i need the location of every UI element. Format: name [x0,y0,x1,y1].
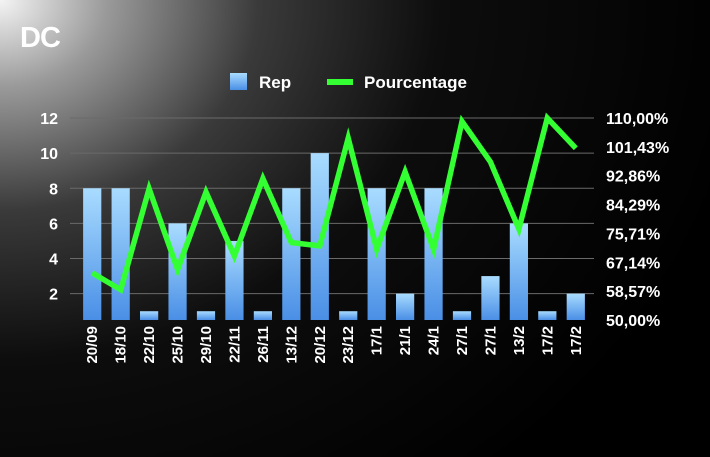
legend: Rep Pourcentage [230,73,467,92]
x-tick-label: 13/12 [283,326,300,364]
bar-rep [339,311,358,320]
line-pourcentage [90,112,578,294]
x-tick-label: 18/10 [113,326,130,364]
bar-rep [111,188,130,320]
y-left-tick-label: 8 [49,181,58,198]
x-tick-label: 20/09 [84,326,101,364]
x-tick-label: 17/2 [568,326,585,355]
bar-rep [253,311,272,320]
legend-label-rep: Rep [259,73,291,92]
y-right-tick-label: 110,00% [606,111,668,128]
y-right-tick-label: 67,14% [606,255,660,272]
legend-label-pourcentage: Pourcentage [364,73,467,92]
y-left-tick-label: 6 [49,216,58,233]
bar-rep [481,276,500,320]
x-tick-label: 13/2 [511,326,528,355]
bar-rep [282,188,301,320]
x-tick-label: 26/11 [255,326,272,363]
bar-rep [566,293,585,320]
y-right-tick-label: 58,57% [606,284,660,301]
x-tick-label: 23/12 [340,326,357,364]
bar-rep [538,311,557,320]
y-left-tick-label: 10 [40,146,58,163]
x-tick-label: 22/10 [141,326,158,364]
y-left-tick-label: 4 [49,252,58,269]
bar-rep [509,223,528,320]
legend-swatch-rep [230,73,247,90]
bar-rep [140,311,159,320]
x-tick-label: 27/1 [482,326,499,355]
y-left-tick-label: 12 [40,111,58,128]
x-tick-label: 29/10 [198,326,215,364]
x-tick-label: 20/12 [312,326,329,364]
y-right-tick-label: 84,29% [606,198,660,215]
x-tick-label: 24/1 [426,326,443,355]
y-left-tick-label: 2 [49,287,58,304]
y-right-tick-label: 50,00% [606,313,660,330]
bar-rep [225,240,244,320]
bar-rep [396,293,415,320]
y-right-tick-label: 101,43% [606,140,669,157]
bar-rep [83,188,102,320]
y-right-tick-label: 75,71% [606,226,660,243]
bar-rep [452,311,472,320]
x-tick-label: 25/10 [170,326,187,364]
x-tick-label: 21/1 [397,326,414,355]
x-tick-label: 17/1 [369,326,386,355]
y-right-tick-label: 92,86% [606,169,660,186]
x-tick-label: 27/1 [454,326,471,355]
x-tick-label: 17/2 [539,326,556,355]
bar-rep [196,311,216,320]
x-tick-label: 22/11 [226,326,243,363]
chart-title: DC [20,22,61,54]
